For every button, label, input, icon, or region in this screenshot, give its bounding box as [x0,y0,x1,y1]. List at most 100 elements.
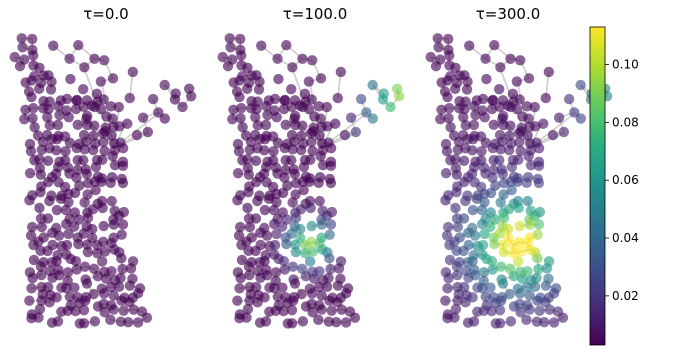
network-node [227,114,238,125]
network-node [442,221,454,233]
network-node [232,195,243,206]
network-node [503,223,514,235]
network-node [281,238,292,250]
network-node [159,113,171,124]
network-node [575,113,587,124]
network-node [281,40,292,51]
network-node [296,263,308,275]
network-node [487,95,498,106]
network-node [277,187,289,199]
network-node [28,254,40,266]
network-node [367,79,378,91]
network-node [279,264,290,275]
network-node [71,95,82,106]
network-node [24,295,35,306]
network-node [96,176,107,188]
network-node [538,118,549,129]
network-node [37,136,49,148]
network-node [246,232,257,243]
network-node [304,283,316,294]
network-node [479,112,490,123]
network-node [306,220,317,232]
network-node [440,195,451,206]
network-node [277,282,288,293]
network-node [242,154,253,165]
network-node [260,119,272,131]
network-node [297,316,309,327]
network-node [234,221,246,233]
network-node [71,264,82,275]
network-node [497,168,508,180]
network-node [78,318,90,329]
network-node [498,246,510,258]
network-node [478,275,489,287]
network-node [460,120,472,131]
network-node [169,94,181,105]
network-node [107,73,119,84]
network-node [514,236,525,248]
network-node [33,236,44,247]
network-node [464,40,475,51]
nodes [425,33,613,329]
network-node [393,91,405,102]
network-node [515,246,527,257]
network-node [449,83,461,95]
network-node [96,256,108,267]
network-node [33,312,44,323]
network-node [88,288,99,300]
network-node [489,40,500,51]
network-node [479,228,490,240]
network-node [24,195,35,206]
network-node [142,126,154,138]
network-node [116,295,127,306]
network-node [378,88,389,99]
network-node [29,122,40,133]
network-node [87,223,98,235]
network-node [51,204,63,216]
network-node [324,229,335,240]
network-node [43,176,54,188]
network-node [82,212,94,224]
network-node [317,275,329,286]
network-node [440,168,452,179]
network-node [63,228,74,240]
network-node [44,297,55,308]
network-node [88,144,99,156]
network-node [307,307,318,318]
network-node [330,118,341,129]
network-node [27,112,38,124]
network-node [296,288,307,300]
network-node [127,66,139,78]
network-node [459,103,470,115]
network-node [480,291,491,302]
network-node [45,84,57,95]
network-node [306,55,318,66]
network-node [35,186,46,198]
network-node [297,53,308,64]
network-node [440,267,452,278]
network-node [268,204,280,216]
network-node [261,100,272,112]
network-node [278,255,290,267]
network-node [514,220,525,232]
network-node [575,79,586,91]
network-node [477,239,489,251]
network-node [535,292,546,303]
network-node [34,154,45,165]
network-node [335,66,347,78]
network-node [125,263,137,274]
network-node [459,176,470,188]
network-node [28,50,39,61]
network-node [244,269,255,281]
network-node [468,316,480,327]
network-node [481,73,492,85]
network-node [159,79,170,91]
network-node [533,143,545,154]
network-node [498,212,510,224]
network-node [534,305,545,316]
network-node [453,136,465,148]
network-node [272,213,283,225]
network-node [504,144,515,156]
network-node [273,73,284,85]
network-node [477,93,489,105]
